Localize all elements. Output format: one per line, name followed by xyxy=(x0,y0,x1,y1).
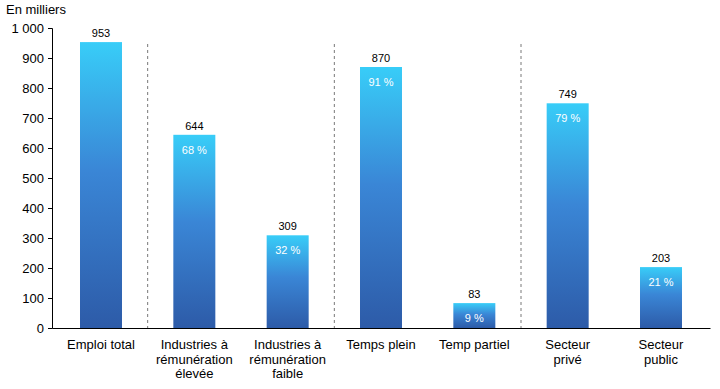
separators xyxy=(148,44,521,328)
bar xyxy=(547,103,589,328)
y-tick-mark xyxy=(48,298,52,299)
data-label: 203 xyxy=(652,252,670,264)
y-tick: 900 xyxy=(22,51,52,66)
y-tick: 0 xyxy=(37,321,52,336)
y-tick-mark xyxy=(48,208,52,209)
data-label: 749 xyxy=(558,88,576,100)
y-tick-label: 600 xyxy=(22,141,44,156)
y-tick-mark xyxy=(48,268,52,269)
y-tick-label: 100 xyxy=(22,291,44,306)
bar xyxy=(80,42,122,328)
x-tick: Secteurpublic xyxy=(639,328,684,367)
y-tick-label: 200 xyxy=(22,261,44,276)
y-tick-label: 400 xyxy=(22,201,44,216)
y-tick: 1 000 xyxy=(11,21,52,36)
y-tick: 200 xyxy=(22,261,52,276)
x-tick: Industries àrémunérationfaible xyxy=(249,328,326,381)
x-tick-label: Secteurprivé xyxy=(545,337,590,366)
y-axis: 0 100 200 300 400 500 600 700 800 900 1 000 xyxy=(11,21,52,336)
y-tick-mark xyxy=(48,28,52,29)
share-label: 68 % xyxy=(182,144,207,156)
bar xyxy=(360,67,402,328)
share-labels: 68 % 32 % 91 % 9 % 79 % 21 % xyxy=(182,76,674,324)
plot: 0 100 200 300 400 500 600 700 800 900 1 000 Emploi … xyxy=(11,21,710,381)
x-tick-label: Emploi total xyxy=(67,337,135,352)
y-tick-label: 300 xyxy=(22,231,44,246)
x-axis: Emploi total Industries àrémunérationélev… xyxy=(53,328,711,381)
y-tick-label: 500 xyxy=(22,171,44,186)
y-tick: 600 xyxy=(22,141,52,156)
separator xyxy=(334,44,335,328)
y-tick-mark xyxy=(48,148,52,149)
y-tick-mark xyxy=(48,238,52,239)
x-axis-line xyxy=(53,328,711,329)
separator xyxy=(521,44,522,328)
y-tick-mark xyxy=(48,178,52,179)
x-tick: Temps plein xyxy=(346,328,415,352)
x-tick: Industries àrémunérationélevée xyxy=(156,328,233,381)
y-tick: 800 xyxy=(22,81,52,96)
x-tick-label: Industries àrémunérationfaible xyxy=(249,337,326,381)
data-labels: 953 644 309 870 83 749 203 xyxy=(92,27,670,300)
chart: 0 100 200 300 400 500 600 700 800 900 1 000 Emploi … xyxy=(0,0,720,389)
x-tick-label: Secteurpublic xyxy=(639,337,684,366)
y-tick-mark xyxy=(48,58,52,59)
y-tick: 300 xyxy=(22,231,52,246)
y-tick-label: 700 xyxy=(22,111,44,126)
share-label: 91 % xyxy=(368,76,393,88)
bar xyxy=(640,267,682,328)
y-tick-mark xyxy=(48,118,52,119)
data-label: 83 xyxy=(468,288,480,300)
data-label: 953 xyxy=(92,27,110,39)
y-tick-mark xyxy=(48,88,52,89)
y-tick-label: 800 xyxy=(22,81,44,96)
y-tick-mark xyxy=(48,328,52,329)
share-label: 79 % xyxy=(555,112,580,124)
data-label: 644 xyxy=(185,120,203,132)
share-label: 9 % xyxy=(465,312,484,324)
y-tick-label: 900 xyxy=(22,51,44,66)
y-tick: 100 xyxy=(22,291,52,306)
x-tick-label: Temps plein xyxy=(346,337,415,352)
data-label: 870 xyxy=(372,52,390,64)
x-tick-label: Industries àrémunérationélevée xyxy=(156,337,233,381)
bar xyxy=(453,303,495,328)
y-tick-label: 1 000 xyxy=(11,21,44,36)
share-label: 32 % xyxy=(275,244,300,256)
share-label: 21 % xyxy=(648,276,673,288)
data-label: 309 xyxy=(278,220,296,232)
bars xyxy=(80,42,682,328)
y-tick-label: 0 xyxy=(37,321,44,336)
y-axis-title: En milliers xyxy=(6,2,66,17)
x-tick: Temp partiel xyxy=(439,328,510,352)
y-tick: 700 xyxy=(22,111,52,126)
bar xyxy=(267,235,309,328)
x-tick: Secteurprivé xyxy=(545,328,590,367)
bar xyxy=(173,135,215,328)
separator xyxy=(147,44,148,328)
y-tick: 400 xyxy=(22,201,52,216)
y-axis-line xyxy=(48,29,53,329)
y-tick: 500 xyxy=(22,171,52,186)
x-tick-label: Temp partiel xyxy=(439,337,510,352)
x-tick: Emploi total xyxy=(67,328,135,352)
